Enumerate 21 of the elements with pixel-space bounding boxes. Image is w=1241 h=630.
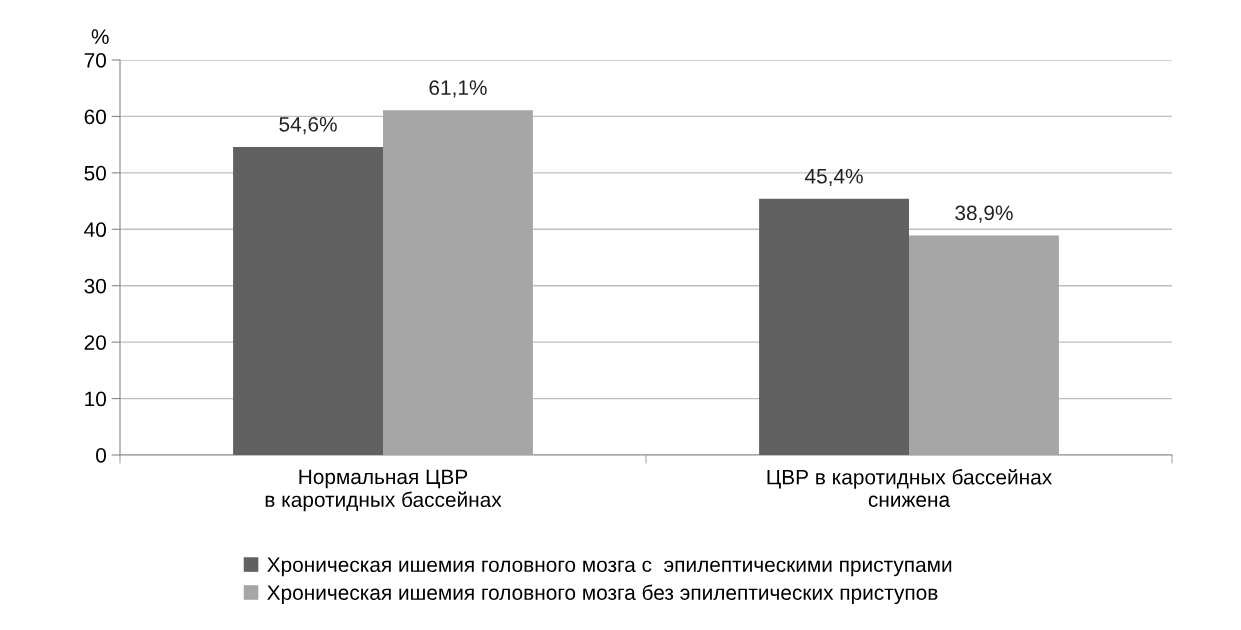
data-label: 61,1%: [429, 80, 487, 98]
y-tick-label: 70: [84, 53, 106, 68]
y-tick-label: 20: [84, 335, 106, 350]
legend-label: Хроническая ишемия головного мозга без эпилептических приступов: [267, 584, 938, 605]
legend-label: Хроническая ишемия головного мозга с эпилептическими приступами: [267, 557, 952, 577]
x-tick-label: Нормальная ЦВР в каротидных бассейнах: [265, 469, 502, 512]
y-tick-label: 40: [84, 222, 106, 238]
bar: [909, 235, 1059, 455]
y-axis-title: %: [91, 29, 109, 44]
data-label: 38,9%: [955, 205, 1013, 223]
data-label: 54,6%: [279, 116, 337, 135]
x-tick-label: ЦВР в каротидных бассейнах снижена: [767, 468, 1052, 507]
y-tick-label: 60: [84, 109, 106, 125]
data-label: 45,4%: [804, 168, 863, 187]
y-tick-label: 10: [85, 391, 106, 407]
bar: [759, 198, 909, 455]
y-tick-label: 30: [84, 278, 106, 294]
bar: [233, 146, 383, 455]
y-tick-label: 0: [96, 448, 106, 463]
bar: [383, 110, 533, 455]
y-tick-label: 50: [84, 165, 106, 181]
